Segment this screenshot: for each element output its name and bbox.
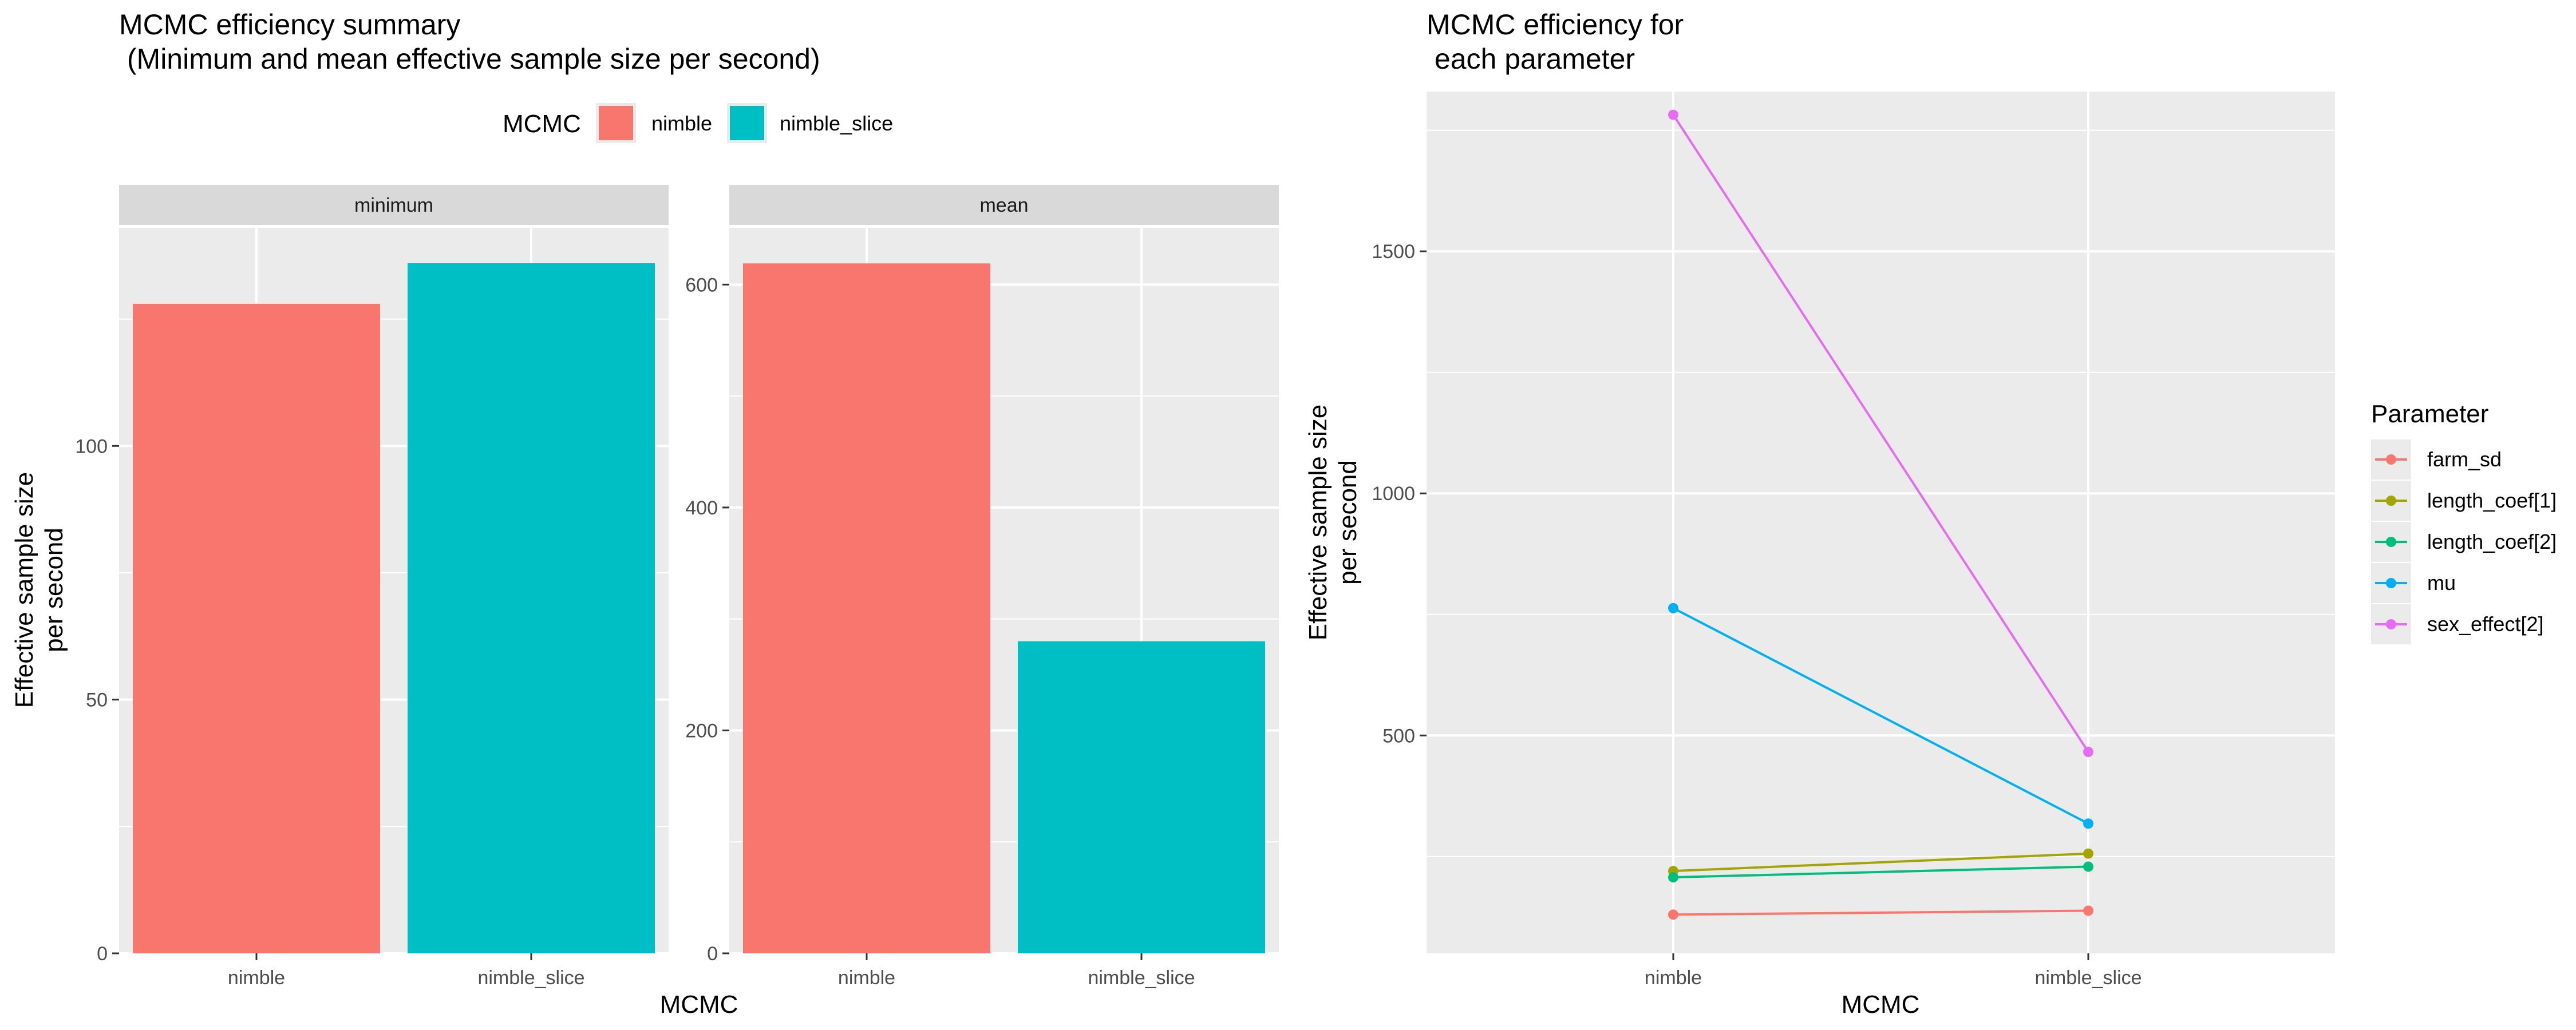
facet-strip-label-mean: mean <box>979 195 1028 216</box>
facet-minimum: minimum 0 50 100 nimble nimble_slice <box>75 185 669 989</box>
param-legend-title: Parameter <box>2371 400 2488 428</box>
legend-key-point <box>2386 454 2396 465</box>
summary-legend-title: MCMC <box>503 110 581 138</box>
summary-y-axis-title-line-2: per second <box>40 528 68 652</box>
series-line-farm-sd <box>1673 909 2089 916</box>
x-axis-minimum: nimble nimble_slice <box>228 953 585 989</box>
y-tick-label: 600 <box>685 274 718 296</box>
param-y-axis-title-line-1: Effective sample size <box>1304 405 1332 640</box>
point-farm-sd-nimble <box>1668 909 1678 920</box>
legend-entry-length-coef-1: length_coef[1] <box>2371 481 2557 521</box>
x-axis-param: nimble nimble_slice <box>1645 953 2142 989</box>
y-tick-label: 500 <box>1382 725 1415 747</box>
param-series <box>1668 109 2093 920</box>
param-x-axis-title: MCMC <box>1842 991 1920 1019</box>
legend-label-nimble: nimble <box>651 112 712 135</box>
legend-label-length-coef-2: length_coef[2] <box>2427 530 2557 553</box>
legend-label-mu: mu <box>2427 571 2456 595</box>
series-farm-sd <box>1668 905 2093 920</box>
legend-key-point <box>2386 496 2396 506</box>
y-tick-label: 400 <box>685 497 718 519</box>
param-panel: 500 1000 1500 nimble nimble_slice <box>1372 92 2335 989</box>
x-tick-label: nimble_slice <box>2034 967 2142 989</box>
legend-swatch-nimble-slice <box>730 106 764 140</box>
legend-entry-sex-effect-2: sex_effect[2] <box>2371 604 2543 644</box>
y-axis-mean: 0 200 400 600 <box>685 274 729 965</box>
facet-strip-label-minimum: minimum <box>354 195 433 216</box>
summary-x-axis-title: MCMC <box>660 991 738 1019</box>
bar-mean-nimble-slice <box>1018 641 1265 953</box>
param-panel-background <box>1427 92 2335 953</box>
legend-label-nimble-slice: nimble_slice <box>780 112 893 135</box>
bars-minimum <box>133 263 655 953</box>
legend-key-point <box>2386 619 2396 629</box>
point-mu-nimble-slice <box>2083 818 2093 829</box>
summary-subtitle: (Minimum and mean effective sample size … <box>119 43 820 75</box>
summary-title: MCMC efficiency summary <box>119 9 460 41</box>
y-tick-label: 1500 <box>1372 241 1415 263</box>
param-y-axis-title: Effective sample size per second <box>1304 405 1362 640</box>
series-length-coef-2 <box>1668 861 2093 883</box>
point-farm-sd-nimble-slice <box>2083 905 2093 916</box>
y-tick-label: 100 <box>75 435 108 457</box>
point-length-coef-1-nimble-slice <box>2083 848 2093 859</box>
legend-entry-mu: mu <box>2371 563 2456 603</box>
facet-strip-minimum <box>119 185 669 225</box>
param-legend: Parameter farm_sd length_coef[1] length_co… <box>2371 400 2557 644</box>
y-axis-param: 500 1000 1500 <box>1372 241 1427 747</box>
y-tick-label: 0 <box>707 943 718 965</box>
x-tick-label: nimble_slice <box>477 967 584 989</box>
bar-min-nimble <box>133 304 380 953</box>
legend-entry-length-coef-2: length_coef[2] <box>2371 522 2557 562</box>
gridlines-param <box>1427 92 2335 953</box>
x-axis-mean: nimble nimble_slice <box>838 953 1195 989</box>
x-tick-label: nimble <box>228 967 285 989</box>
y-axis-minimum: 0 50 100 <box>75 435 119 965</box>
series-line-length-coef-2 <box>1673 865 2089 879</box>
facet-mean: mean 0 200 400 600 nimble nimble_slice <box>685 185 1279 989</box>
summary-y-axis-title-line-1: Effective sample size <box>10 472 38 708</box>
legend-key-point <box>2386 578 2396 588</box>
param-title: MCMC efficiency for <box>1427 9 1684 41</box>
x-tick-label: nimble_slice <box>1088 967 1195 989</box>
series-sex-effect-2 <box>1668 109 2093 758</box>
point-sex-effect-2-nimble-slice <box>2083 747 2093 758</box>
point-mu-nimble <box>1668 603 1678 613</box>
point-sex-effect-2-nimble <box>1668 109 1678 120</box>
bar-min-nimble-slice <box>408 263 655 953</box>
facet-strip-mean <box>729 185 1279 225</box>
point-length-coef-2-nimble-slice <box>2083 861 2093 872</box>
legend-label-farm-sd: farm_sd <box>2427 447 2502 471</box>
legend-label-length-coef-1: length_coef[1] <box>2427 489 2557 512</box>
bars-mean <box>743 263 1265 953</box>
legend-label-sex-effect-2: sex_effect[2] <box>2427 612 2543 636</box>
y-tick-label: 1000 <box>1372 483 1415 505</box>
series-line-mu <box>1673 607 2089 825</box>
point-length-coef-2-nimble <box>1668 872 1678 883</box>
series-line-sex-effect-2 <box>1672 114 2089 753</box>
param-y-axis-title-line-2: per second <box>1334 460 1362 585</box>
series-mu <box>1668 603 2093 829</box>
series-line-length-coef-1 <box>1673 852 2089 873</box>
y-tick-label: 200 <box>685 720 718 742</box>
y-tick-label: 50 <box>86 690 108 711</box>
legend-entry-farm-sd: farm_sd <box>2371 439 2502 480</box>
legend-swatch-nimble <box>599 106 633 140</box>
x-tick-label: nimble <box>838 967 895 989</box>
bar-mean-nimble <box>743 263 990 953</box>
summary-legend: MCMC nimble nimble_slice <box>503 103 893 143</box>
y-tick-label: 0 <box>97 943 108 965</box>
param-subtitle: each parameter <box>1427 43 1635 75</box>
x-tick-label: nimble <box>1645 967 1702 989</box>
legend-key-point <box>2386 537 2396 547</box>
summary-y-axis-title: Effective sample size per second <box>10 472 68 708</box>
